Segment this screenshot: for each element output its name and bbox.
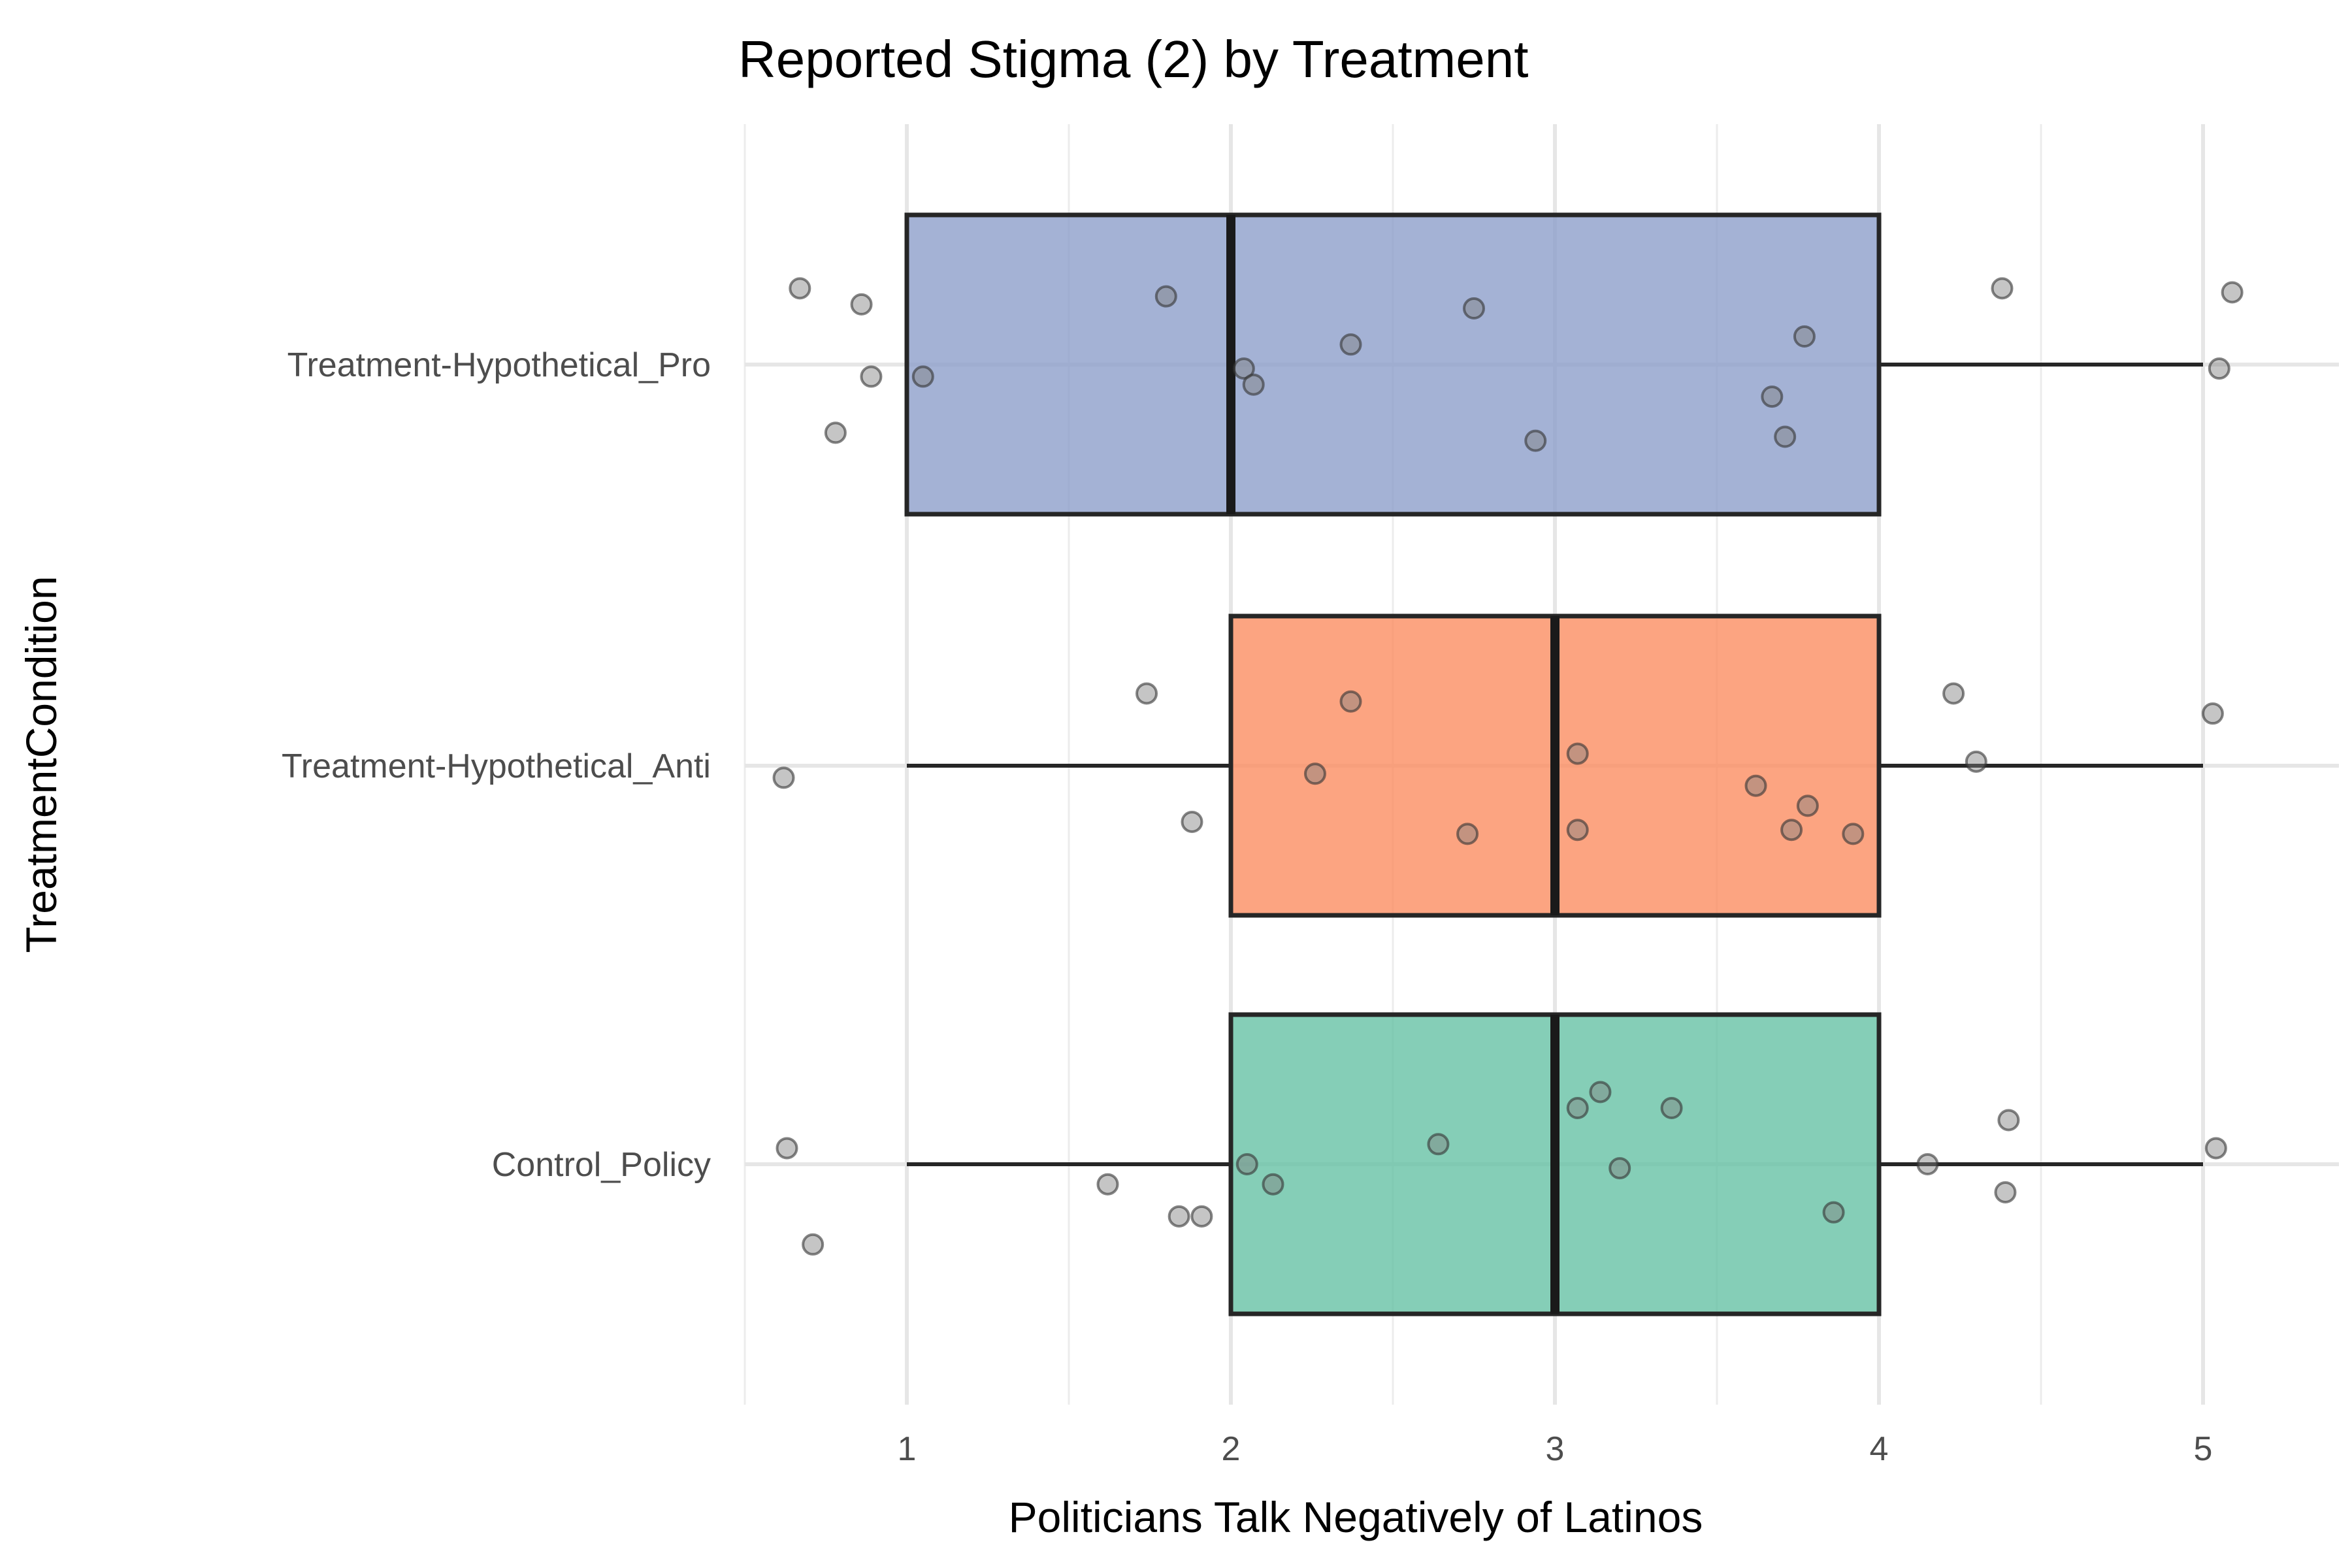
data-point bbox=[1566, 819, 1589, 841]
data-point bbox=[1168, 1205, 1190, 1228]
data-point bbox=[1991, 277, 2014, 300]
y-tick-label: Treatment-Hypothetical_Pro bbox=[287, 346, 711, 384]
data-point bbox=[1190, 1205, 1213, 1228]
data-point bbox=[2204, 1137, 2227, 1160]
data-point bbox=[1609, 1157, 1631, 1180]
chart-title: Reported Stigma (2) by Treatment bbox=[738, 30, 1528, 88]
data-point bbox=[1339, 690, 1362, 713]
box-layer bbox=[904, 212, 2203, 1316]
data-point bbox=[1339, 333, 1362, 356]
data-point bbox=[1242, 373, 1265, 396]
data-point bbox=[1965, 750, 1987, 773]
data-point bbox=[1780, 819, 1803, 841]
data-point bbox=[1744, 774, 1767, 797]
data-point bbox=[776, 1137, 798, 1160]
y-axis-title: TreatmentCondition bbox=[17, 576, 65, 953]
x-tick-label: 1 bbox=[898, 1430, 917, 1468]
y-tick-label: Control_Policy bbox=[492, 1146, 711, 1184]
data-point bbox=[1997, 1109, 2020, 1132]
box-treatment-hypothetical-pro bbox=[904, 212, 1882, 517]
data-point bbox=[1822, 1201, 1845, 1224]
data-point bbox=[1942, 682, 1965, 705]
data-point bbox=[860, 365, 883, 388]
data-point bbox=[789, 277, 811, 300]
data-point bbox=[1135, 682, 1158, 705]
data-point bbox=[1566, 742, 1589, 765]
data-point bbox=[1303, 762, 1326, 785]
data-point bbox=[1566, 1097, 1589, 1120]
data-point bbox=[1796, 794, 1819, 817]
data-point bbox=[1427, 1133, 1450, 1156]
x-tick-label: 3 bbox=[1546, 1430, 1565, 1468]
data-point bbox=[1154, 285, 1177, 308]
data-point bbox=[850, 293, 873, 316]
x-axis-title: Politicians Talk Negatively of Latinos bbox=[1009, 1493, 1703, 1541]
data-point bbox=[1524, 429, 1547, 452]
data-point bbox=[1262, 1173, 1284, 1196]
data-point bbox=[802, 1233, 825, 1256]
data-point bbox=[824, 421, 847, 444]
data-point bbox=[1589, 1081, 1612, 1103]
data-point bbox=[1232, 357, 1255, 380]
data-point bbox=[1793, 325, 1816, 348]
y-tick-label: Treatment-Hypothetical_Anti bbox=[282, 747, 711, 785]
label-layer: 1 2 3 4 5 Treatment-Hypothetical_Pro Treatment… bbox=[282, 346, 2213, 1468]
data-point bbox=[1774, 425, 1797, 448]
data-point bbox=[1456, 823, 1479, 845]
data-point bbox=[911, 365, 934, 388]
data-point bbox=[2201, 702, 2224, 725]
data-point bbox=[1660, 1097, 1683, 1120]
data-point bbox=[1096, 1173, 1119, 1196]
x-tick-label: 5 bbox=[2194, 1430, 2213, 1468]
data-point bbox=[2208, 357, 2230, 380]
x-tick-label: 4 bbox=[1870, 1430, 1889, 1468]
data-point bbox=[1842, 823, 1865, 845]
data-point bbox=[1994, 1181, 2017, 1203]
data-point bbox=[1916, 1153, 1939, 1175]
data-point bbox=[1463, 297, 1485, 320]
data-point bbox=[2221, 281, 2244, 304]
data-point bbox=[772, 766, 795, 789]
data-point bbox=[1761, 385, 1784, 408]
point-layer bbox=[772, 277, 2244, 1256]
data-point bbox=[1181, 810, 1203, 833]
data-point bbox=[1235, 1153, 1258, 1175]
x-tick-label: 2 bbox=[1222, 1430, 1241, 1468]
